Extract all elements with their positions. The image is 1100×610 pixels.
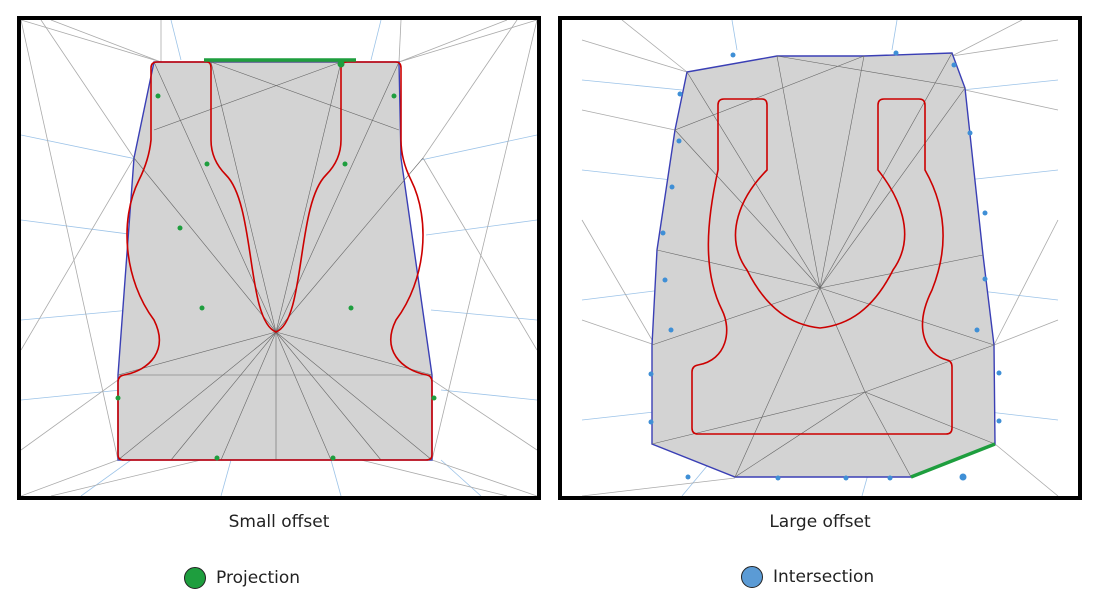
offset-curve-large xyxy=(691,98,953,435)
projection-edge xyxy=(910,442,996,479)
large-offset-caption: Large offset xyxy=(769,512,871,532)
inner-triangulation xyxy=(117,61,433,461)
intersection-points xyxy=(648,50,1002,481)
large-offset-panel xyxy=(558,16,1082,500)
legend-intersection: Intersection xyxy=(741,566,874,588)
small-offset-caption: Small offset xyxy=(228,512,330,532)
small-offset-diagram xyxy=(21,20,537,496)
intersection-swatch-icon xyxy=(741,566,763,588)
large-offset-diagram xyxy=(581,20,1059,496)
legend-intersection-label: Intersection xyxy=(773,567,875,587)
offset-hull-large xyxy=(651,52,996,478)
projection-swatch-icon xyxy=(184,567,206,589)
offset-curve-small xyxy=(117,61,433,461)
outer-triangulation xyxy=(581,20,1059,496)
legend-projection-label: Projection xyxy=(216,568,301,588)
legend-projection: Projection xyxy=(184,567,300,589)
projection-points xyxy=(115,60,437,461)
small-offset-panel xyxy=(17,16,541,500)
outer-triangulation xyxy=(21,20,537,496)
offset-hull-small xyxy=(117,61,433,461)
